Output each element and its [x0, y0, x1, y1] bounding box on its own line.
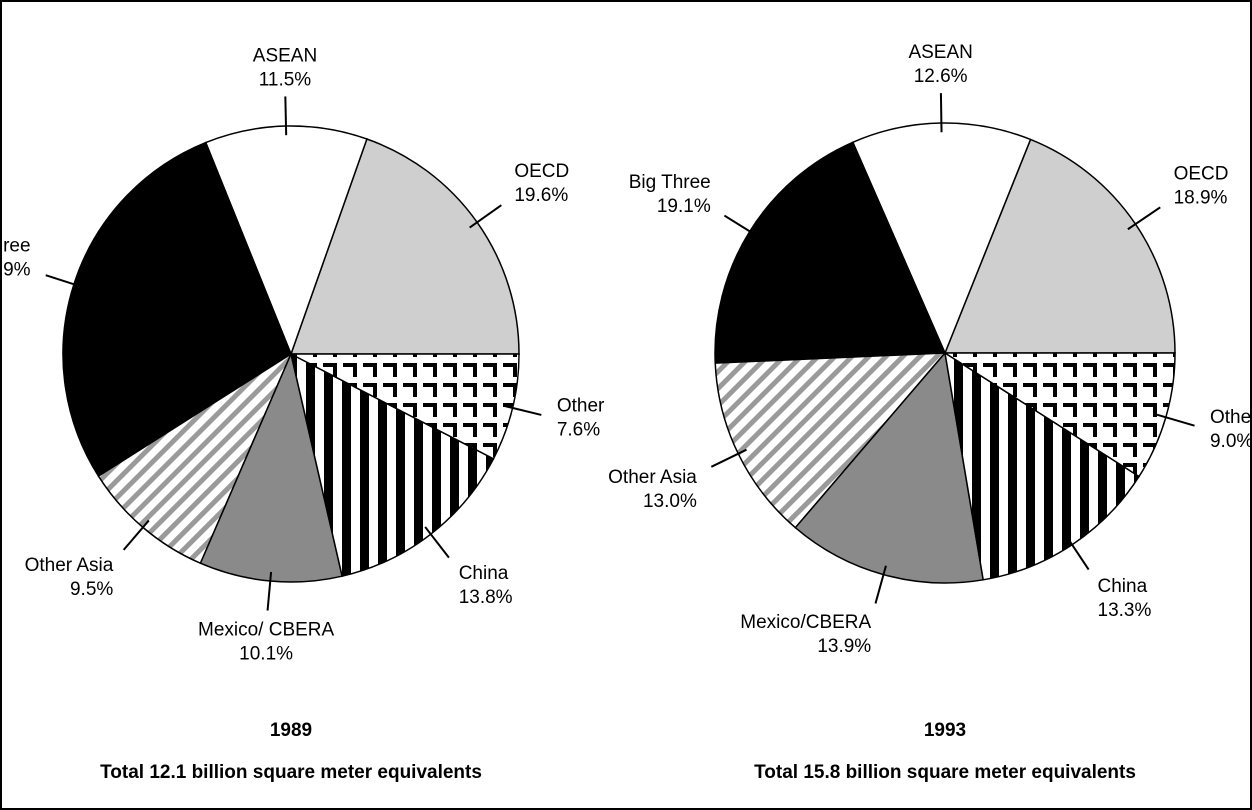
slice-value-label: 10.1%: [239, 643, 293, 664]
slice-value-label: 7.6%: [557, 420, 600, 441]
chart-title: 1993: [924, 720, 966, 741]
slice-value-label: 18.9%: [1174, 187, 1228, 208]
slice-value-label: 11.5%: [259, 69, 312, 90]
slice-value-label: 19.6%: [514, 185, 568, 206]
leader-line: [1066, 536, 1090, 571]
leader-line: [45, 274, 83, 288]
leader-line: [503, 404, 542, 416]
slice-label: Other Asia: [608, 467, 697, 488]
slice-label: OECD: [1174, 163, 1229, 184]
leader-line: [1156, 413, 1195, 427]
chart-title: 1989: [270, 720, 312, 741]
leader-line: [469, 204, 502, 229]
slice-value-label: 19.1%: [657, 196, 711, 217]
chart-subtitle: Total 12.1 billion square meter equivale…: [100, 762, 482, 783]
slice-label: Other Asia: [25, 555, 114, 576]
slice-label: Big Three: [629, 172, 711, 193]
slice-label: ASEAN: [908, 42, 972, 63]
leader-line: [723, 214, 759, 238]
slice-value-label: 9.0%: [1210, 431, 1252, 452]
slice-value-label: 12.6%: [914, 66, 968, 87]
slice-label: Big Three: [0, 235, 31, 256]
leader-line: [939, 93, 943, 133]
slice-label: Mexico/CBERA: [740, 612, 871, 633]
leader-line: [424, 526, 450, 559]
slice-value-label: 9.5%: [70, 579, 113, 600]
slice-label: ASEAN: [253, 45, 317, 66]
leader-line: [122, 519, 150, 551]
slice-label: OECD: [514, 161, 569, 182]
slice-label: Other: [1210, 407, 1252, 428]
slice-label: Mexico/ CBERA: [198, 619, 335, 640]
slice-value-label: 13.3%: [1098, 600, 1152, 621]
slice-label: Other: [557, 396, 605, 417]
chart-subtitle: Total 15.8 billion square meter equivale…: [754, 762, 1136, 783]
leader-line: [710, 448, 747, 468]
slice-value-label: 13.8%: [459, 587, 513, 608]
leader-line: [266, 571, 273, 611]
slice-label: China: [459, 563, 509, 584]
leader-line: [1127, 206, 1161, 231]
leader-line: [284, 96, 288, 136]
slice-value-label: 13.9%: [817, 636, 871, 657]
slice-value-label: 13.0%: [643, 491, 697, 512]
slice-value-label: 27.9%: [0, 259, 31, 280]
leader-line: [874, 565, 887, 604]
slice-label: China: [1098, 576, 1148, 597]
